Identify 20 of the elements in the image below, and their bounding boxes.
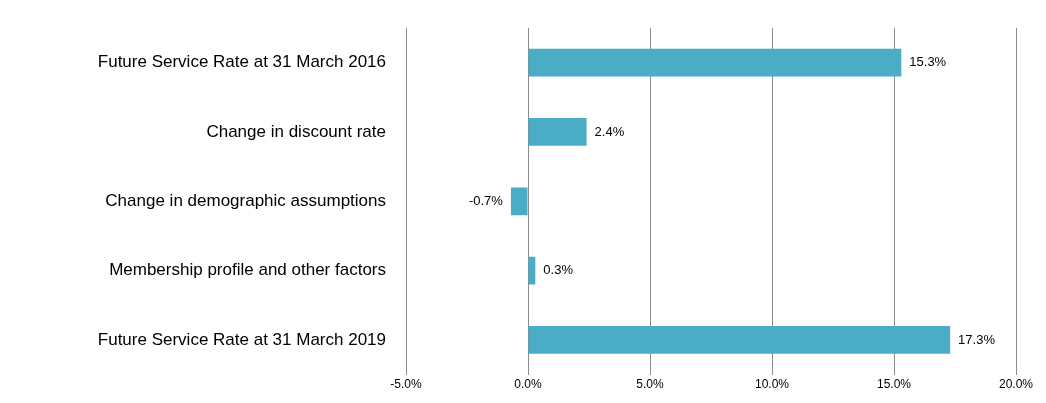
x-tick-label: 15.0%: [876, 377, 912, 392]
data-label: 15.3%: [909, 54, 947, 70]
data-label: -0.7%: [468, 192, 504, 208]
y-tick-label: Future Service Rate at 31 March 2016: [97, 52, 386, 72]
y-tick-label: Change in discount rate: [206, 121, 386, 141]
x-tick-label: 20.0%: [998, 377, 1034, 392]
data-label: 17.3%: [958, 331, 996, 347]
x-tick-label: -5.0%: [390, 377, 422, 392]
y-tick-label: Change in demographic assumptions: [105, 190, 386, 210]
y-tick-label: Membership profile and other factors: [109, 260, 386, 280]
x-tick-label: 5.0%: [636, 377, 664, 392]
bar: [528, 48, 902, 77]
bar: [528, 118, 587, 146]
bar: [510, 187, 528, 216]
x-tick-label: 10.0%: [754, 377, 790, 392]
data-label: 2.4%: [594, 123, 625, 139]
x-tick-label: 0.0%: [514, 377, 542, 392]
data-label: 0.3%: [543, 262, 574, 278]
bar: [528, 326, 951, 354]
y-tick-label: Future Service Rate at 31 March 2019: [97, 329, 386, 349]
